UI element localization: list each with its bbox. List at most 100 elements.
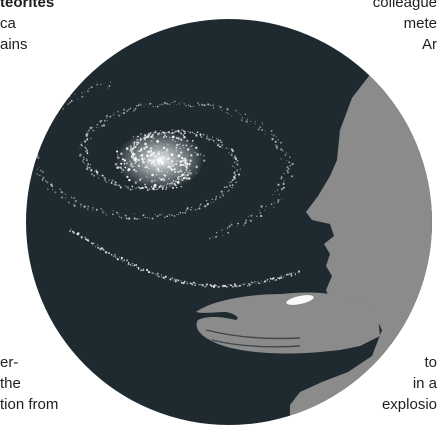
galaxy-speck xyxy=(229,184,231,187)
galaxy-speck xyxy=(62,108,64,110)
galaxy-speck xyxy=(131,166,133,168)
galaxy-speck xyxy=(110,254,113,256)
galaxy-speck xyxy=(128,178,131,182)
galaxy-speck xyxy=(92,244,94,246)
galaxy-speck xyxy=(208,237,211,240)
text-line: er- xyxy=(0,354,19,371)
galaxy-speck xyxy=(149,147,153,150)
galaxy-speck xyxy=(156,145,158,147)
galaxy-speck xyxy=(132,188,133,190)
galaxy-speck xyxy=(151,154,153,156)
galaxy-speck xyxy=(200,153,202,156)
galaxy-speck xyxy=(206,135,208,137)
galaxy-speck xyxy=(254,123,256,125)
galaxy-speck xyxy=(155,169,157,171)
galaxy-speck xyxy=(287,273,289,275)
galaxy-speck xyxy=(132,151,134,152)
galaxy-speck xyxy=(155,173,158,176)
galaxy-speck xyxy=(158,275,160,278)
galaxy-speck xyxy=(209,104,212,106)
galaxy-speck xyxy=(283,172,285,175)
galaxy xyxy=(28,81,294,240)
galaxy-speck xyxy=(195,165,199,169)
galaxy-speck xyxy=(164,278,166,280)
galaxy-speck xyxy=(290,272,293,275)
galaxy-speck xyxy=(146,135,149,139)
galaxy-speck xyxy=(142,139,144,141)
galaxy-speck xyxy=(196,131,199,134)
galaxy-speck xyxy=(156,166,158,168)
galaxy-speck xyxy=(135,156,137,158)
galaxy-speck xyxy=(123,259,126,261)
galaxy-speck xyxy=(185,144,188,147)
galaxy-speck xyxy=(118,213,120,215)
galaxy-speck xyxy=(177,170,180,174)
galaxy-speck xyxy=(158,150,160,153)
galaxy-speck xyxy=(249,219,253,222)
galaxy-speck xyxy=(157,272,159,275)
galaxy-speck xyxy=(131,262,134,265)
galaxy-speck xyxy=(137,164,140,167)
galaxy-speck xyxy=(205,199,208,202)
galaxy-speck xyxy=(133,213,135,215)
galaxy-speck xyxy=(115,256,117,258)
galaxy-speck xyxy=(166,102,169,105)
galaxy-speck xyxy=(294,274,297,276)
galaxy-speck xyxy=(99,174,101,176)
galaxy-speck xyxy=(159,214,161,216)
galaxy-speck xyxy=(171,185,173,187)
galaxy-speck xyxy=(185,166,187,168)
galaxy-speck xyxy=(159,177,161,179)
galaxy-speck xyxy=(233,155,236,158)
galaxy-speck xyxy=(215,235,218,238)
galaxy-speck xyxy=(133,141,136,144)
galaxy-speck xyxy=(177,280,179,282)
text-line: to xyxy=(424,354,437,371)
galaxy-speck xyxy=(145,145,148,149)
galaxy-speck xyxy=(59,188,61,191)
galaxy-speck xyxy=(101,209,103,211)
galaxy-speck xyxy=(134,143,135,145)
galaxy-speck xyxy=(276,189,279,191)
galaxy-speck xyxy=(218,145,221,148)
galaxy-speck xyxy=(81,92,83,94)
galaxy-speck xyxy=(80,143,82,146)
galaxy-speck xyxy=(198,104,201,106)
galaxy-speck xyxy=(277,199,280,202)
galaxy-speck xyxy=(149,132,152,134)
galaxy-speck xyxy=(162,276,165,279)
galaxy-speck xyxy=(185,169,188,172)
galaxy-speck xyxy=(70,196,73,199)
galaxy-speck xyxy=(129,148,132,151)
galaxy-speck xyxy=(96,127,98,129)
galaxy-speck xyxy=(108,252,110,254)
galaxy-speck xyxy=(180,156,184,160)
galaxy-speck xyxy=(139,155,141,157)
galaxy-speck xyxy=(237,222,239,225)
galaxy-speck xyxy=(86,239,89,242)
galaxy-speck xyxy=(198,284,200,286)
galaxy-speck xyxy=(134,181,137,184)
galaxy-speck xyxy=(202,133,205,136)
galaxy-speck xyxy=(275,145,278,148)
galaxy-speck xyxy=(74,199,78,203)
galaxy-speck xyxy=(289,156,291,158)
galaxy-speck xyxy=(104,212,106,214)
galaxy-speck xyxy=(245,282,247,284)
galaxy-speck xyxy=(98,178,100,180)
galaxy-speck xyxy=(143,268,145,270)
galaxy-speck xyxy=(129,188,132,191)
galaxy-speck xyxy=(232,165,234,167)
galaxy-speck xyxy=(84,140,87,143)
galaxy-speck xyxy=(218,194,220,196)
galaxy-speck xyxy=(91,242,93,245)
galaxy-speck xyxy=(144,137,147,139)
galaxy-speck xyxy=(175,149,178,152)
galaxy-speck xyxy=(153,159,156,161)
galaxy-speck xyxy=(211,198,214,200)
galaxy-speck xyxy=(99,248,102,251)
galaxy-speck xyxy=(195,282,197,284)
galaxy-speck xyxy=(85,238,87,240)
galaxy-speck xyxy=(231,179,234,182)
galaxy-speck xyxy=(174,280,177,283)
